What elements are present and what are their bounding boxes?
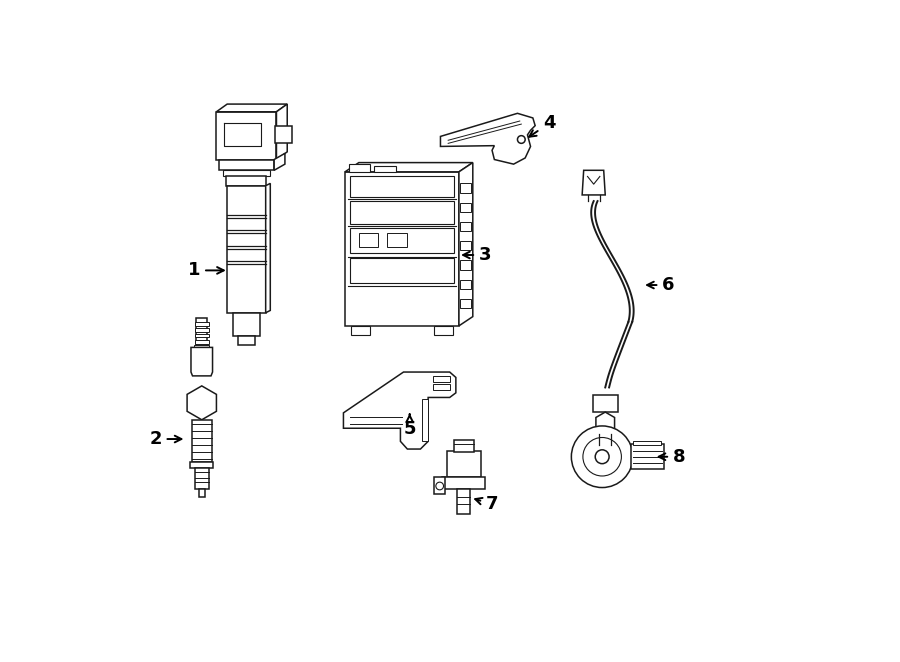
Bar: [194, 334, 209, 338]
Circle shape: [436, 482, 444, 490]
Bar: [349, 164, 371, 172]
Bar: [194, 352, 209, 355]
Bar: [194, 345, 210, 349]
Bar: [593, 395, 617, 412]
Bar: [461, 203, 472, 212]
Bar: [196, 318, 207, 348]
Bar: [433, 376, 450, 382]
Text: 4: 4: [529, 115, 555, 137]
Bar: [227, 177, 266, 186]
Text: 1: 1: [188, 261, 224, 279]
Bar: [446, 451, 481, 477]
Polygon shape: [187, 386, 216, 420]
Bar: [194, 346, 209, 350]
Polygon shape: [345, 163, 472, 172]
Bar: [461, 260, 472, 269]
Circle shape: [595, 449, 609, 463]
Polygon shape: [216, 104, 287, 112]
Circle shape: [572, 426, 633, 487]
Bar: [222, 170, 270, 177]
Bar: [387, 234, 407, 248]
Bar: [461, 299, 472, 308]
Circle shape: [518, 136, 526, 144]
Bar: [227, 186, 266, 312]
Bar: [349, 258, 454, 283]
Polygon shape: [266, 183, 270, 312]
Bar: [194, 467, 209, 489]
Polygon shape: [344, 372, 456, 449]
Bar: [190, 462, 213, 467]
Bar: [461, 279, 472, 289]
Text: 5: 5: [403, 414, 416, 438]
Bar: [456, 489, 471, 514]
Bar: [274, 126, 292, 142]
Bar: [349, 201, 454, 224]
Bar: [374, 166, 396, 172]
Text: 7: 7: [475, 495, 499, 514]
Bar: [433, 383, 450, 390]
Bar: [434, 326, 453, 335]
Bar: [461, 241, 472, 250]
Bar: [194, 340, 209, 344]
Bar: [194, 322, 209, 326]
Bar: [194, 328, 209, 332]
Bar: [454, 440, 473, 452]
Bar: [633, 442, 661, 445]
Bar: [359, 234, 378, 248]
Bar: [219, 160, 274, 170]
Polygon shape: [440, 113, 536, 164]
Bar: [351, 326, 371, 335]
Bar: [632, 444, 664, 469]
Bar: [349, 228, 454, 254]
Polygon shape: [596, 412, 615, 434]
Circle shape: [583, 438, 621, 476]
Bar: [238, 336, 255, 345]
Bar: [345, 172, 459, 326]
Polygon shape: [459, 163, 472, 326]
Polygon shape: [274, 154, 285, 170]
Bar: [199, 489, 205, 496]
Bar: [461, 222, 472, 231]
Polygon shape: [276, 104, 287, 160]
Bar: [422, 399, 428, 442]
Polygon shape: [582, 170, 605, 195]
Bar: [435, 477, 446, 494]
Bar: [442, 477, 485, 489]
Bar: [192, 420, 211, 462]
Text: 8: 8: [659, 448, 686, 466]
Bar: [233, 312, 259, 336]
Text: 2: 2: [149, 430, 182, 448]
Bar: [216, 112, 276, 160]
Text: 6: 6: [647, 276, 675, 294]
Text: 3: 3: [464, 246, 491, 264]
Bar: [461, 183, 472, 193]
Bar: [349, 175, 454, 197]
Polygon shape: [191, 348, 212, 376]
